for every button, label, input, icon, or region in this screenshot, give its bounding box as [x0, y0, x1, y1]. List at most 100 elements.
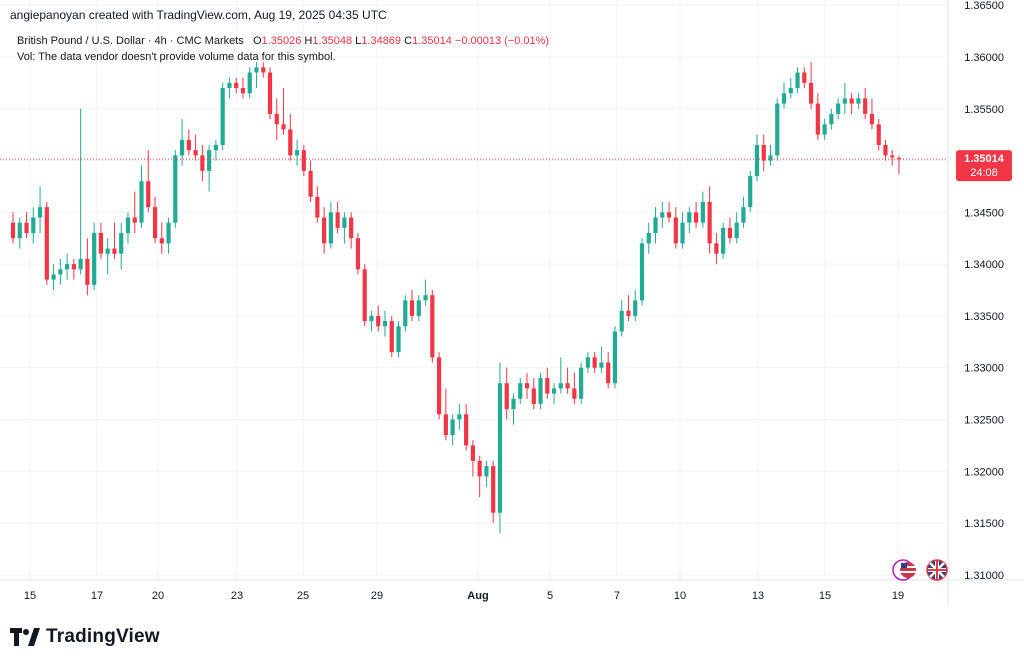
candle-body	[849, 98, 854, 104]
candle-body	[680, 222, 685, 244]
candle	[721, 222, 726, 259]
tradingview-brand[interactable]: TradingView	[10, 626, 160, 648]
candle-body	[65, 264, 70, 270]
candle-body	[775, 103, 780, 156]
candle	[768, 145, 773, 166]
candle	[267, 67, 273, 120]
candle	[795, 67, 800, 94]
candle-body	[71, 264, 76, 270]
flag-icons[interactable]	[892, 559, 948, 581]
candle-body	[240, 88, 246, 94]
x-tick-label: Aug	[467, 590, 488, 602]
candle-body	[883, 145, 888, 156]
candle	[105, 238, 110, 275]
high-label: H	[304, 35, 313, 47]
x-tick-label: 23	[231, 590, 243, 602]
y-axis[interactable]: 1.31000 1.31500 1.32000 1.32500 1.33000 1.335…	[964, 0, 1004, 582]
candle-body	[349, 217, 354, 239]
candle-body	[599, 362, 604, 368]
candle	[200, 145, 205, 182]
y-tick-label: 1.35500	[964, 104, 1004, 116]
candle-body	[565, 383, 570, 389]
candle	[504, 367, 509, 420]
candle	[240, 77, 246, 99]
candle	[173, 150, 178, 228]
candle	[748, 170, 753, 213]
candle-body	[714, 243, 719, 254]
candle-body	[362, 269, 367, 322]
candle-body	[491, 466, 496, 513]
candle	[727, 217, 733, 244]
candle	[653, 207, 658, 244]
x-tick-label: 15	[819, 590, 831, 602]
candle-body	[51, 274, 56, 280]
tradingview-logo-icon	[10, 628, 40, 646]
candle-body	[633, 300, 638, 316]
candle-body	[700, 201, 705, 223]
candle	[436, 352, 442, 420]
candle-body	[369, 315, 374, 322]
candle	[51, 264, 56, 290]
symbol-title[interactable]: British Pound / U.S. Dollar · 4h · CMC M…	[17, 35, 244, 47]
candle	[639, 238, 645, 306]
candle-body	[822, 124, 827, 135]
candle	[788, 77, 793, 99]
low-value: 1.34869	[361, 35, 402, 47]
candle-body	[504, 383, 509, 410]
last-price-label: 1.35014	[964, 153, 1005, 165]
candle	[207, 145, 212, 192]
y-tick-label: 1.32000	[964, 466, 1004, 478]
candle-body	[281, 124, 286, 130]
y-tick-label: 1.36000	[964, 52, 1004, 64]
candle	[707, 186, 712, 254]
x-tick-label: 7	[614, 590, 620, 602]
candle	[132, 191, 137, 234]
candle	[551, 383, 557, 404]
candle	[599, 346, 604, 373]
candle	[254, 62, 259, 89]
candle-body	[612, 331, 618, 384]
candle	[409, 290, 415, 322]
x-axis[interactable]: 15 17 20 23 25 29 Aug 5 7 10 13 15 19	[24, 590, 904, 602]
candle	[281, 88, 286, 135]
candle	[450, 414, 455, 446]
x-tick-label: 13	[752, 590, 764, 602]
price-chart[interactable]: 1.31000 1.31500 1.32000 1.32500 1.33000 1.335…	[0, 0, 1024, 606]
candle	[119, 222, 124, 270]
candle-body	[836, 103, 841, 114]
candle	[308, 160, 313, 202]
candle	[382, 310, 388, 337]
candle	[58, 258, 63, 285]
candle	[179, 119, 185, 166]
y-tick-label: 1.33500	[964, 311, 1004, 323]
candle	[836, 98, 841, 120]
candle	[362, 264, 367, 327]
candle-body	[112, 248, 117, 254]
candle	[829, 108, 834, 130]
candle	[808, 62, 814, 109]
candle-body	[497, 383, 503, 513]
uk-flag-icon[interactable]	[926, 559, 948, 581]
candle-body	[626, 310, 631, 316]
candle	[430, 290, 435, 363]
candle-body	[261, 67, 266, 73]
candle-body	[511, 398, 516, 410]
x-tick-label: 17	[91, 590, 103, 602]
candle-body	[119, 233, 124, 254]
candle	[518, 378, 523, 404]
candle	[524, 372, 530, 399]
candle	[17, 217, 22, 249]
candle	[139, 165, 144, 228]
candle	[470, 440, 476, 477]
candle-body	[639, 243, 645, 301]
y-tick-label: 1.34000	[964, 259, 1004, 271]
candle-body	[727, 227, 733, 239]
candle-body	[213, 145, 218, 151]
candle	[24, 212, 29, 239]
us-flag-icon[interactable]	[892, 559, 916, 581]
candle	[497, 362, 503, 534]
candle	[416, 295, 421, 322]
candle-body	[193, 150, 198, 156]
candle	[65, 253, 70, 280]
candle-body	[707, 201, 712, 244]
